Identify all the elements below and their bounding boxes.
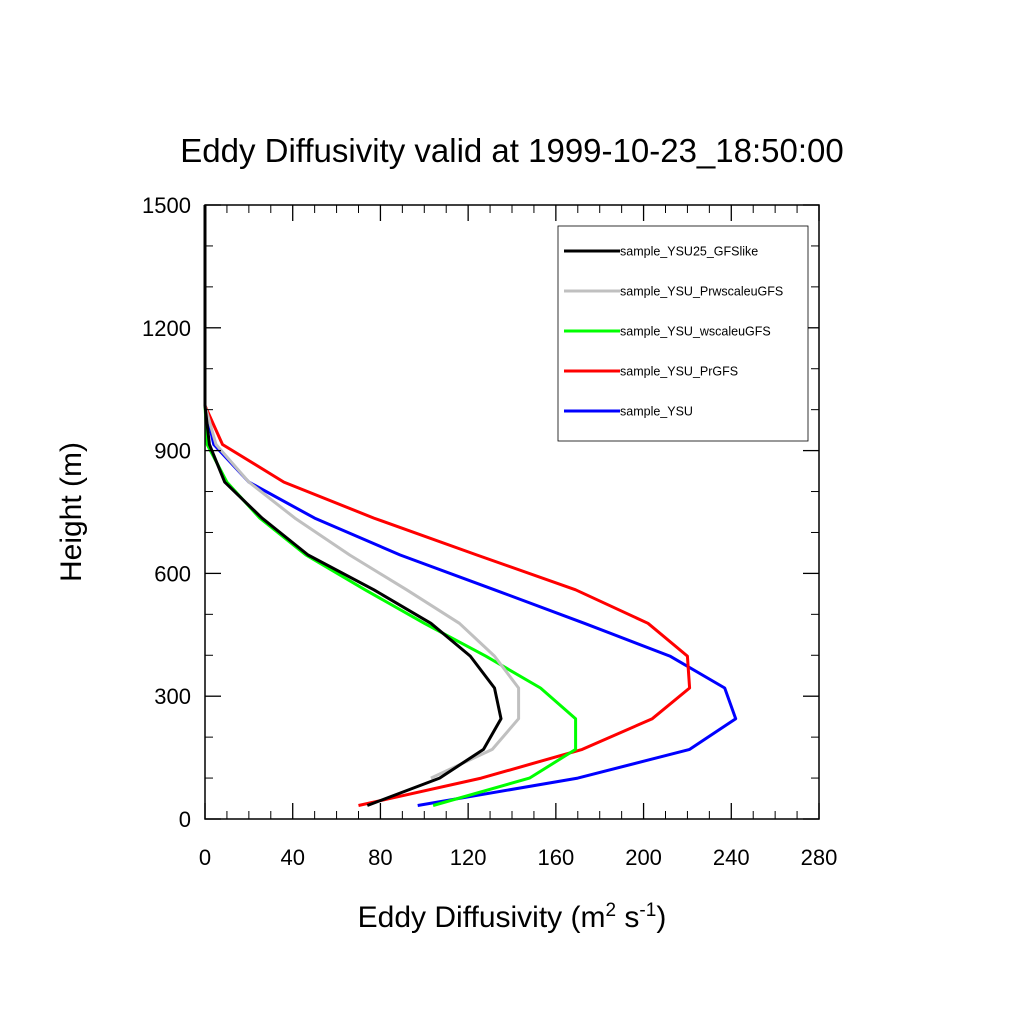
- chart-title: Eddy Diffusivity valid at 1999-10-23_18:…: [180, 132, 843, 169]
- x-tick-label: 120: [450, 845, 487, 870]
- x-tick-label: 80: [368, 845, 392, 870]
- x-axis-label-mid: s: [616, 901, 639, 934]
- x-tick-label: 0: [199, 845, 211, 870]
- y-tick-label: 1500: [142, 193, 191, 218]
- y-tick-label: 300: [154, 684, 191, 709]
- legend-box: [557, 225, 809, 442]
- ticks-layer: [204, 204, 820, 820]
- y-axis-label: Height (m): [55, 442, 88, 582]
- legend-label: sample_YSU_wscaleuGFS: [620, 325, 771, 339]
- series-line-sample_YSU25_GFSlike: [203, 205, 503, 807]
- x-tick-label: 40: [280, 845, 304, 870]
- y-tick-label: 1200: [142, 316, 191, 341]
- tick-labels-layer: 0 40 80 120 160 200 240 280 0 300 600 900 1200 1500: [142, 193, 837, 870]
- x-tick-label: 160: [537, 845, 574, 870]
- x-axis-label: Eddy Diffusivity (m2 s-1): [358, 900, 667, 934]
- legend-label: sample_YSU_PrwscaleuGFS: [620, 285, 783, 299]
- y-tick-label: 900: [154, 439, 191, 464]
- x-axis-label-base: Eddy Diffusivity (m: [358, 901, 606, 934]
- x-axis-label-sup2: -1: [639, 900, 656, 921]
- y-tick-label: 600: [154, 561, 191, 586]
- x-axis-label-sup1: 2: [606, 900, 617, 921]
- x-tick-label: 280: [801, 845, 838, 870]
- series-line-sample_YSU_PrwscaleuGFS: [203, 205, 521, 780]
- x-tick-label: 240: [713, 845, 750, 870]
- legend: sample_YSU25_GFSlike sample_YSU_Prwscaleu…: [557, 225, 809, 442]
- y-tick-label: 0: [179, 807, 191, 832]
- legend-label: sample_YSU25_GFSlike: [620, 245, 758, 259]
- legend-label: sample_YSU_PrGFS: [620, 365, 738, 379]
- x-tick-label: 200: [625, 845, 662, 870]
- legend-label: sample_YSU: [620, 405, 693, 419]
- x-axis-label-end: ): [656, 901, 666, 934]
